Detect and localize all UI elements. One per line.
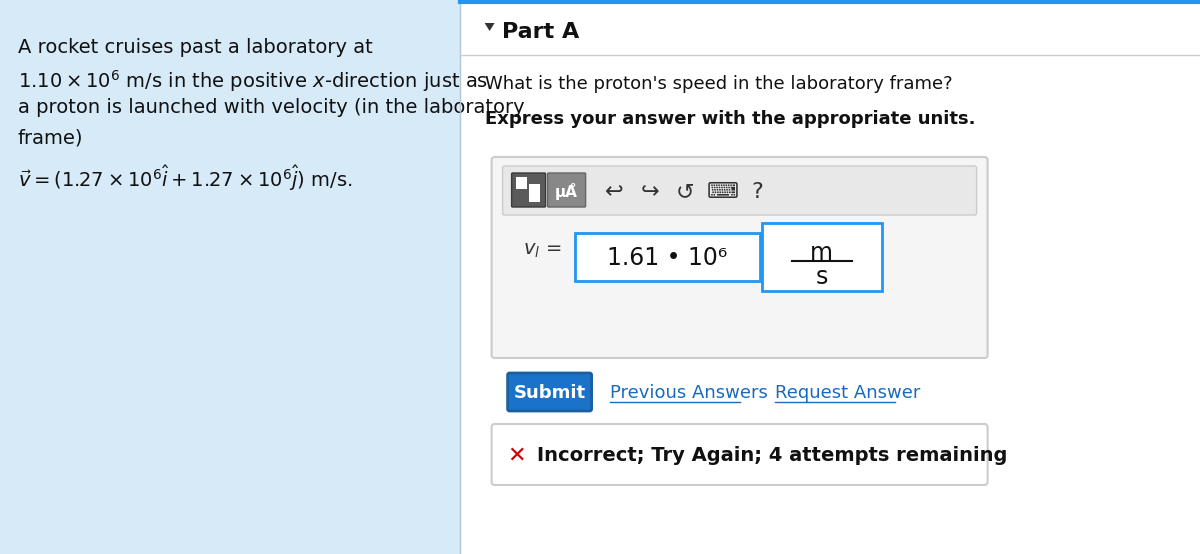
Text: Express your answer with the appropriate units.: Express your answer with the appropriate…: [485, 110, 976, 128]
Text: ↺: ↺: [676, 182, 694, 203]
Bar: [529, 184, 540, 202]
FancyBboxPatch shape: [511, 173, 546, 207]
Text: ✕: ✕: [508, 445, 526, 465]
Polygon shape: [485, 23, 494, 31]
FancyBboxPatch shape: [503, 166, 977, 215]
Text: m: m: [810, 241, 833, 265]
Text: What is the proton's speed in the laboratory frame?: What is the proton's speed in the labora…: [485, 75, 953, 93]
Text: μÅ: μÅ: [556, 183, 578, 201]
Text: A rocket cruises past a laboratory at: A rocket cruises past a laboratory at: [18, 38, 373, 57]
Text: a proton is launched with velocity (in the laboratory: a proton is launched with velocity (in t…: [18, 98, 524, 117]
Text: 1.61 • 10⁶: 1.61 • 10⁶: [607, 246, 727, 270]
Text: $1.10 \times 10^6$ m/s in the positive $x$-direction just as: $1.10 \times 10^6$ m/s in the positive $…: [18, 68, 488, 94]
Text: ⌨: ⌨: [707, 182, 739, 203]
Bar: [516, 177, 527, 189]
Text: Part A: Part A: [502, 22, 578, 42]
Text: ?: ?: [751, 182, 763, 203]
Text: frame): frame): [18, 128, 84, 147]
FancyBboxPatch shape: [762, 223, 882, 291]
Text: s: s: [816, 265, 828, 289]
FancyBboxPatch shape: [508, 373, 592, 411]
FancyBboxPatch shape: [492, 424, 988, 485]
Text: Previous Answers: Previous Answers: [610, 384, 768, 402]
Text: Request Answer: Request Answer: [775, 384, 920, 402]
Text: Submit: Submit: [514, 384, 586, 402]
Text: Incorrect; Try Again; 4 attempts remaining: Incorrect; Try Again; 4 attempts remaini…: [536, 446, 1007, 465]
FancyBboxPatch shape: [575, 233, 760, 281]
FancyBboxPatch shape: [0, 0, 460, 554]
Text: $v_l$ =: $v_l$ =: [523, 242, 560, 260]
Text: ↩: ↩: [605, 182, 624, 203]
Text: $\vec{v} = (1.27 \times 10^6\hat{i} + 1.27 \times 10^6\hat{j})$ m/s.: $\vec{v} = (1.27 \times 10^6\hat{i} + 1.…: [18, 163, 353, 193]
Text: ↪: ↪: [641, 182, 659, 203]
FancyBboxPatch shape: [547, 173, 586, 207]
FancyBboxPatch shape: [492, 157, 988, 358]
